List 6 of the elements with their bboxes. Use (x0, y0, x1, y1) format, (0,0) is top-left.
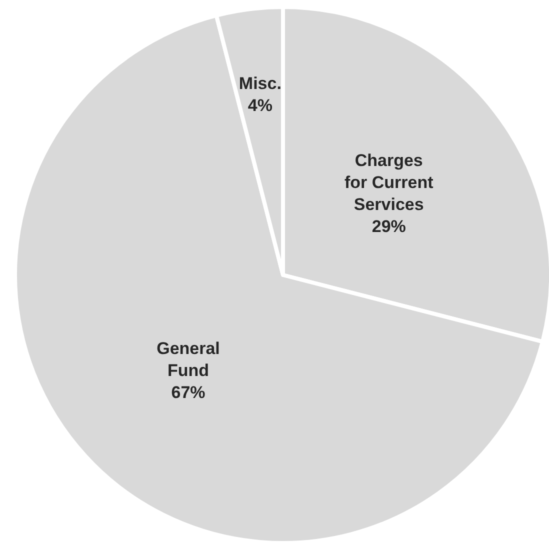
data-label: 67% (171, 382, 206, 402)
slice-label: Misc. (238, 74, 282, 93)
slice-label: General Fund (156, 338, 220, 380)
slice-label: Charges for Current Services (344, 150, 434, 214)
data-label: 29% (372, 216, 406, 236)
data-label: 4% (248, 96, 272, 115)
